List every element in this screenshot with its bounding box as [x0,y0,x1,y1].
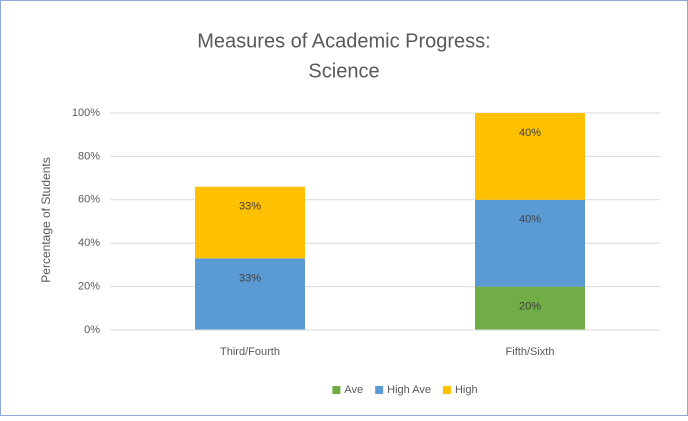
legend-swatch [332,386,341,394]
legend-label: High Ave [387,384,431,396]
chart-title: Science [308,60,379,82]
x-tick-label: Third/Fourth [220,346,280,358]
bar-segment [475,199,585,287]
y-tick-label: 40% [78,237,100,249]
y-axis-title: Percentage of Students [39,157,53,282]
legend-label: High [455,384,478,396]
y-tick-label: 60% [78,194,100,206]
chart-title: Measures of Academic Progress: [197,30,490,52]
data-label: 33% [239,272,261,284]
y-tick-label: 20% [78,281,100,293]
y-tick-label: 0% [84,324,100,336]
data-label: 40% [519,214,541,226]
legend-label: Ave [344,384,363,396]
bar-segment [195,258,305,330]
y-tick-label: 100% [72,107,100,119]
legend-swatch [375,386,384,394]
x-tick-label: Fifth/Sixth [506,346,555,358]
bar-segment [195,186,305,259]
legend-swatch [442,386,451,394]
bar-segment [475,113,585,200]
data-label: 40% [519,127,541,139]
data-label: 33% [239,201,261,213]
data-label: 20% [519,301,541,313]
y-tick-label: 80% [78,150,100,162]
bar-segment [475,286,585,330]
